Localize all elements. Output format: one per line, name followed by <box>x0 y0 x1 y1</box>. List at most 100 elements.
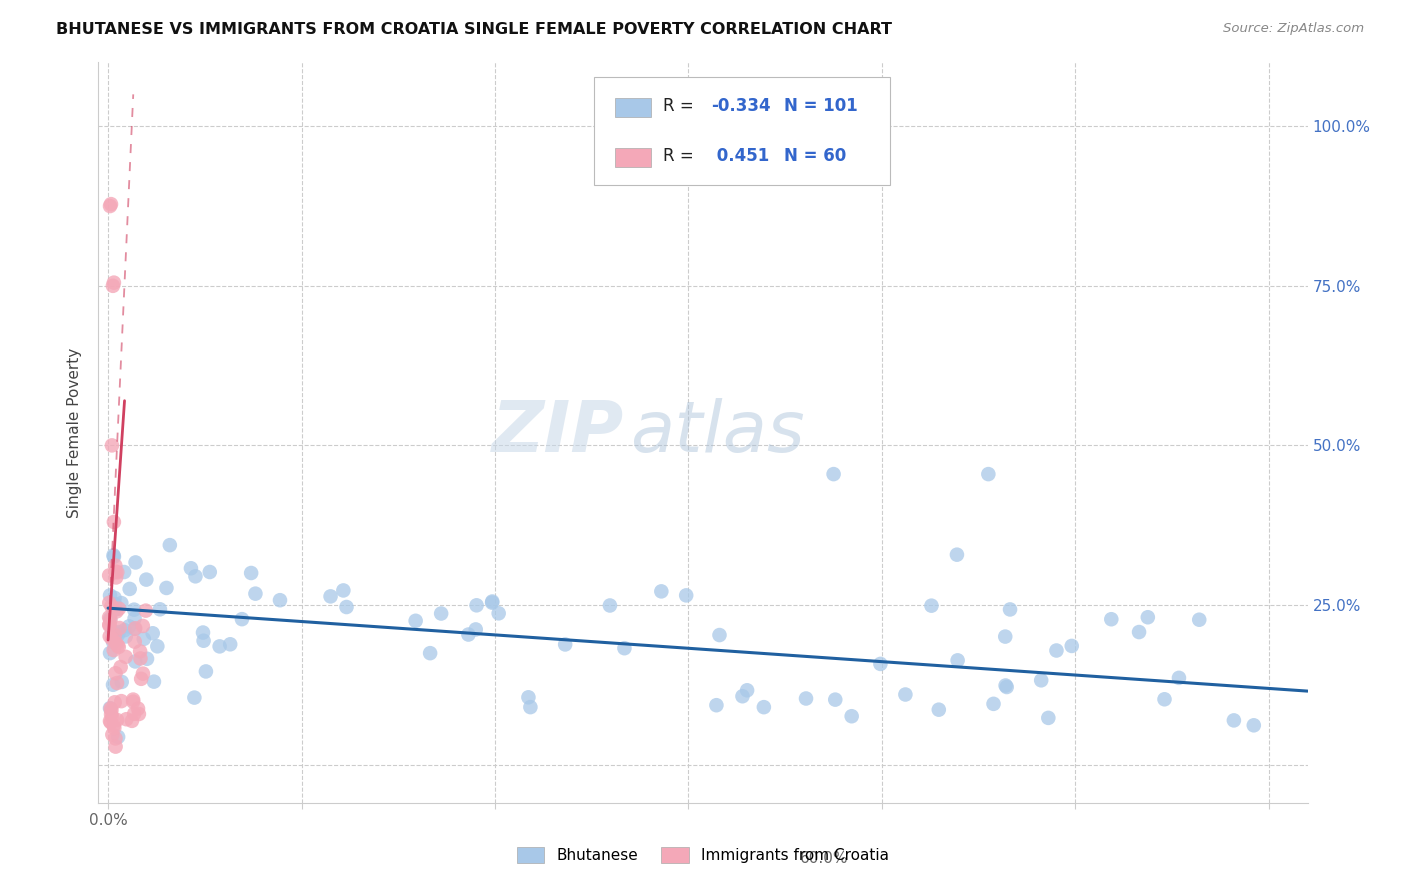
Point <box>1060 639 1083 653</box>
Point <box>706 698 728 713</box>
Point <box>613 641 636 656</box>
Point <box>335 600 357 615</box>
Point <box>98 701 121 715</box>
Point <box>1153 692 1175 706</box>
Point <box>946 548 969 562</box>
Point <box>135 573 157 587</box>
Point <box>481 596 503 610</box>
Point <box>994 630 1017 644</box>
Point <box>319 590 342 604</box>
Point <box>98 612 121 626</box>
Text: R =: R = <box>664 147 699 165</box>
Point <box>100 715 122 730</box>
Point <box>98 596 121 610</box>
Point <box>405 614 427 628</box>
Point <box>105 713 128 727</box>
Point <box>107 640 129 654</box>
Point <box>103 549 125 564</box>
Y-axis label: Single Female Poverty: Single Female Poverty <box>67 348 83 517</box>
Point <box>841 709 863 723</box>
Point <box>488 607 510 621</box>
Point <box>430 607 453 621</box>
Point <box>107 625 129 640</box>
Point <box>104 597 127 611</box>
Point <box>142 626 165 640</box>
FancyBboxPatch shape <box>614 148 651 167</box>
Point <box>98 568 121 582</box>
Text: 0.451: 0.451 <box>711 147 769 165</box>
Point <box>129 644 152 658</box>
Point <box>104 558 127 573</box>
Point <box>112 565 135 579</box>
Point <box>599 599 621 613</box>
Point <box>100 599 122 614</box>
Point <box>108 621 131 635</box>
Point <box>101 710 124 724</box>
Point <box>103 603 125 617</box>
Point <box>129 672 152 686</box>
Point <box>98 646 121 660</box>
Point <box>107 730 129 744</box>
Text: atlas: atlas <box>630 398 806 467</box>
Point <box>100 197 122 211</box>
Point <box>159 538 181 552</box>
Point <box>124 621 146 635</box>
Point <box>193 633 215 648</box>
Point <box>124 655 146 669</box>
Point <box>132 632 155 646</box>
Point <box>155 581 177 595</box>
Point <box>1128 625 1150 640</box>
Text: -0.334: -0.334 <box>711 97 770 115</box>
Point <box>98 618 121 632</box>
Point <box>794 691 817 706</box>
Point <box>124 556 146 570</box>
Point <box>101 624 124 638</box>
Point <box>111 674 134 689</box>
Point <box>136 652 159 666</box>
Point <box>1188 613 1211 627</box>
Point <box>103 591 125 605</box>
Point <box>928 703 950 717</box>
Point <box>103 515 125 529</box>
Point <box>517 690 540 705</box>
Point <box>103 718 125 732</box>
Point <box>110 660 132 674</box>
Text: BHUTANESE VS IMMIGRANTS FROM CROATIA SINGLE FEMALE POVERTY CORRELATION CHART: BHUTANESE VS IMMIGRANTS FROM CROATIA SIN… <box>56 22 893 37</box>
Point <box>332 583 354 598</box>
Point <box>98 714 121 728</box>
Text: R =: R = <box>664 97 699 115</box>
Point <box>122 602 145 616</box>
Point <box>191 625 214 640</box>
Point <box>103 276 125 290</box>
Point <box>101 678 124 692</box>
Point <box>142 674 165 689</box>
Point <box>650 584 672 599</box>
Point <box>100 613 122 627</box>
Point <box>101 632 124 646</box>
Point <box>132 666 155 681</box>
FancyBboxPatch shape <box>614 98 651 117</box>
Point <box>481 594 503 608</box>
Point <box>101 728 124 742</box>
Text: N = 101: N = 101 <box>785 97 858 115</box>
Point <box>103 721 125 735</box>
Point <box>105 604 128 618</box>
Point <box>752 700 775 714</box>
Point <box>554 637 576 651</box>
Point <box>98 610 121 624</box>
Point <box>946 653 969 667</box>
Point <box>110 694 132 708</box>
Point <box>100 707 122 722</box>
Point <box>124 622 146 636</box>
Point <box>103 549 125 563</box>
Point <box>105 566 128 580</box>
Point <box>104 739 127 754</box>
Point <box>100 701 122 715</box>
Point <box>869 657 891 671</box>
Point <box>1031 673 1053 688</box>
Point <box>129 651 152 665</box>
FancyBboxPatch shape <box>595 78 890 185</box>
Point <box>104 565 127 579</box>
Point <box>135 604 157 618</box>
Point <box>108 601 131 615</box>
